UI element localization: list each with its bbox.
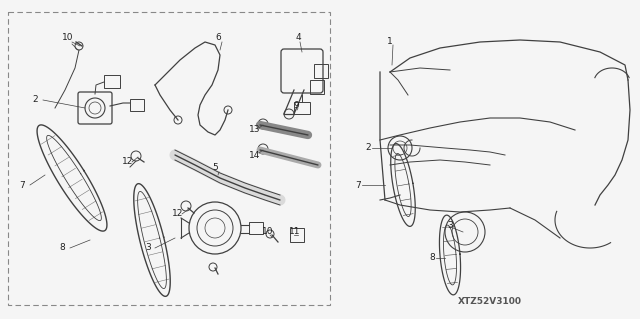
- Text: 7: 7: [19, 181, 25, 189]
- Text: 11: 11: [289, 227, 301, 236]
- Bar: [104, 75, 120, 88]
- Bar: [294, 102, 310, 114]
- Text: 3: 3: [145, 243, 151, 253]
- Text: 2: 2: [365, 144, 371, 152]
- Text: 8: 8: [429, 254, 435, 263]
- Bar: [249, 222, 263, 234]
- Text: 7: 7: [355, 181, 361, 189]
- Text: 2: 2: [32, 95, 38, 105]
- Text: 4: 4: [295, 33, 301, 42]
- Text: 6: 6: [215, 33, 221, 42]
- Text: 12: 12: [172, 209, 184, 218]
- Text: 14: 14: [250, 151, 260, 160]
- Text: 3: 3: [447, 220, 453, 229]
- Text: 13: 13: [249, 125, 260, 135]
- Text: 10: 10: [62, 33, 74, 42]
- Text: 9: 9: [293, 100, 299, 109]
- Text: 5: 5: [212, 164, 218, 173]
- Bar: [314, 64, 328, 78]
- Bar: [310, 80, 324, 94]
- Bar: [130, 99, 144, 111]
- Text: 1: 1: [387, 38, 393, 47]
- Bar: [290, 228, 304, 242]
- Text: XTZ52V3100: XTZ52V3100: [458, 298, 522, 307]
- Text: 12: 12: [122, 158, 134, 167]
- Text: 10: 10: [262, 227, 274, 236]
- Bar: [8, 12, 330, 305]
- Text: 8: 8: [59, 243, 65, 253]
